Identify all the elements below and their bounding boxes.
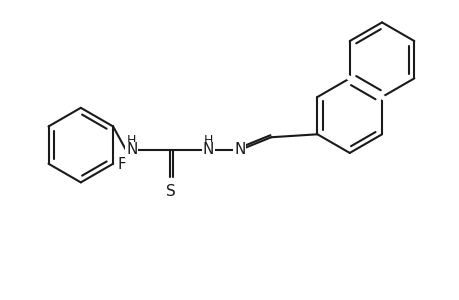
Text: N: N [126, 142, 137, 158]
Text: N: N [234, 142, 245, 158]
Text: H: H [203, 134, 213, 147]
Text: S: S [166, 184, 176, 200]
Text: F: F [117, 157, 125, 172]
Text: N: N [202, 142, 213, 158]
Text: H: H [127, 134, 136, 147]
